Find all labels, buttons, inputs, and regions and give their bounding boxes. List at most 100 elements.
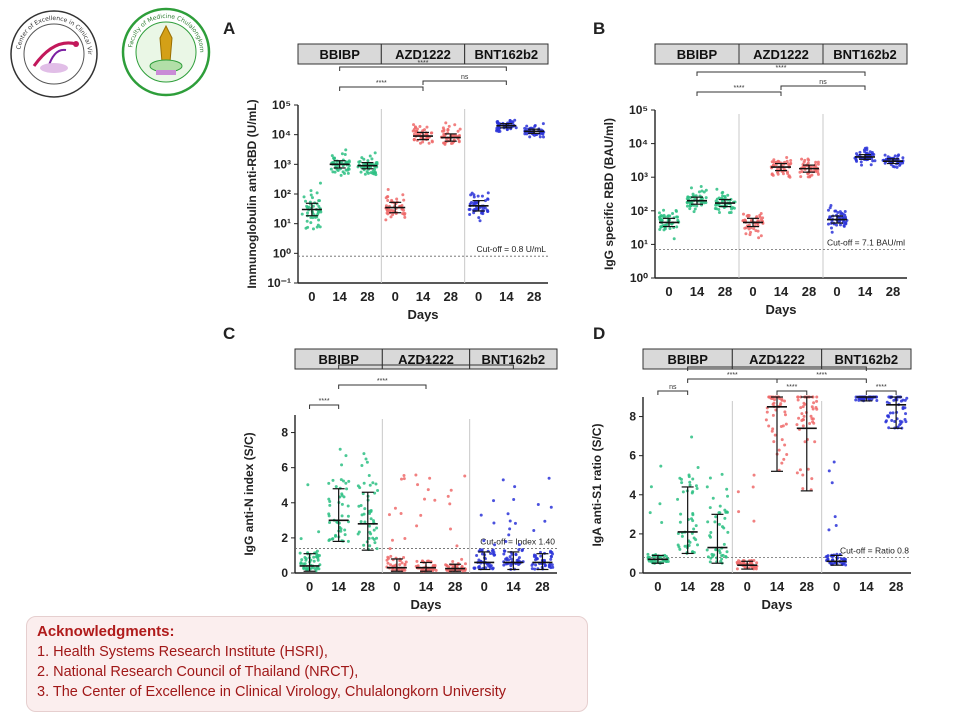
data-point xyxy=(478,219,482,223)
data-point xyxy=(830,481,834,485)
data-point xyxy=(506,512,510,516)
data-point xyxy=(373,491,377,495)
data-point xyxy=(702,190,706,194)
data-point xyxy=(362,162,366,166)
data-point xyxy=(798,170,802,174)
y-tick-label: 2 xyxy=(629,527,636,541)
data-point xyxy=(692,527,696,531)
data-point xyxy=(387,513,391,517)
data-point xyxy=(346,514,350,518)
significance-label: **** xyxy=(377,378,388,385)
data-point xyxy=(538,135,542,139)
data-point xyxy=(549,557,553,561)
data-point xyxy=(513,521,517,525)
x-tick-label: 0 xyxy=(665,284,672,299)
y-tick-label: 10³ xyxy=(274,157,291,171)
data-point xyxy=(888,411,892,415)
data-point xyxy=(811,420,815,424)
data-point xyxy=(372,528,376,532)
group-header-label: BNT162b2 xyxy=(833,47,897,62)
data-point xyxy=(660,521,664,525)
data-point xyxy=(648,511,652,515)
data-point xyxy=(783,443,787,447)
data-point xyxy=(771,427,775,431)
data-point xyxy=(786,172,790,176)
significance-bracket xyxy=(339,86,424,91)
significance-label: **** xyxy=(421,358,432,365)
data-point xyxy=(718,504,722,508)
data-point xyxy=(685,204,689,208)
data-point xyxy=(418,124,422,128)
y-tick-label: 10³ xyxy=(631,170,648,184)
data-point xyxy=(725,487,729,491)
data-point xyxy=(310,196,314,200)
data-point xyxy=(755,215,759,219)
data-group xyxy=(501,478,525,571)
data-point xyxy=(802,414,806,418)
data-point xyxy=(905,396,909,400)
data-point xyxy=(364,457,368,461)
data-point xyxy=(480,194,484,198)
data-point xyxy=(416,483,420,487)
data-point xyxy=(517,548,521,552)
data-group xyxy=(798,157,820,179)
acknowledgments-box: Acknowledgments: 1. Health Systems Resea… xyxy=(26,616,588,712)
data-point xyxy=(724,510,728,514)
data-point xyxy=(341,479,345,483)
data-point xyxy=(741,219,745,223)
data-point xyxy=(371,536,375,540)
data-point xyxy=(311,204,315,208)
data-point xyxy=(388,547,392,551)
data-point xyxy=(781,172,785,176)
data-point xyxy=(374,171,378,175)
data-point xyxy=(479,211,483,215)
data-point xyxy=(415,559,419,563)
data-point xyxy=(346,166,350,170)
data-point xyxy=(430,139,434,143)
data-point xyxy=(714,515,718,519)
cutoff-label: Cut-off = 0.8 U/mL xyxy=(476,244,546,254)
data-point xyxy=(426,488,430,492)
data-point xyxy=(857,398,861,402)
x-tick-label: 0 xyxy=(306,579,313,594)
data-point xyxy=(483,199,487,203)
data-point xyxy=(340,152,344,156)
data-point xyxy=(865,148,869,152)
data-point xyxy=(721,553,725,557)
data-point xyxy=(389,554,393,558)
data-point xyxy=(758,213,762,217)
data-point xyxy=(356,484,360,488)
group-header-label: BBIBP xyxy=(318,352,359,367)
y-tick-label: 10¹ xyxy=(274,217,291,231)
data-group xyxy=(735,473,759,571)
data-point xyxy=(782,457,786,461)
data-point xyxy=(871,152,875,156)
data-point xyxy=(676,532,680,536)
data-group xyxy=(764,395,789,472)
data-point xyxy=(779,402,783,406)
data-point xyxy=(815,399,819,403)
data-point xyxy=(659,464,663,468)
data-point xyxy=(390,538,394,542)
x-tick-label: 28 xyxy=(800,579,814,594)
data-group xyxy=(854,395,879,403)
data-point xyxy=(402,474,406,478)
data-point xyxy=(858,150,862,154)
data-point xyxy=(549,505,553,509)
data-point xyxy=(723,508,727,512)
data-point xyxy=(328,521,332,525)
x-tick-label: 0 xyxy=(833,284,840,299)
data-point xyxy=(738,560,742,564)
data-point xyxy=(696,543,700,547)
data-point xyxy=(327,539,331,543)
data-group xyxy=(676,435,700,555)
panel-d: D BBIBP AZD1222 BNT162b2 ns **** **** **** **** *… xyxy=(585,305,955,615)
data-point xyxy=(541,132,545,136)
data-point xyxy=(333,534,337,538)
x-tick-label: 0 xyxy=(744,579,751,594)
data-point xyxy=(747,223,751,227)
data-point xyxy=(796,398,800,402)
data-point xyxy=(458,127,462,131)
data-point xyxy=(401,212,405,216)
data-point xyxy=(829,203,833,207)
